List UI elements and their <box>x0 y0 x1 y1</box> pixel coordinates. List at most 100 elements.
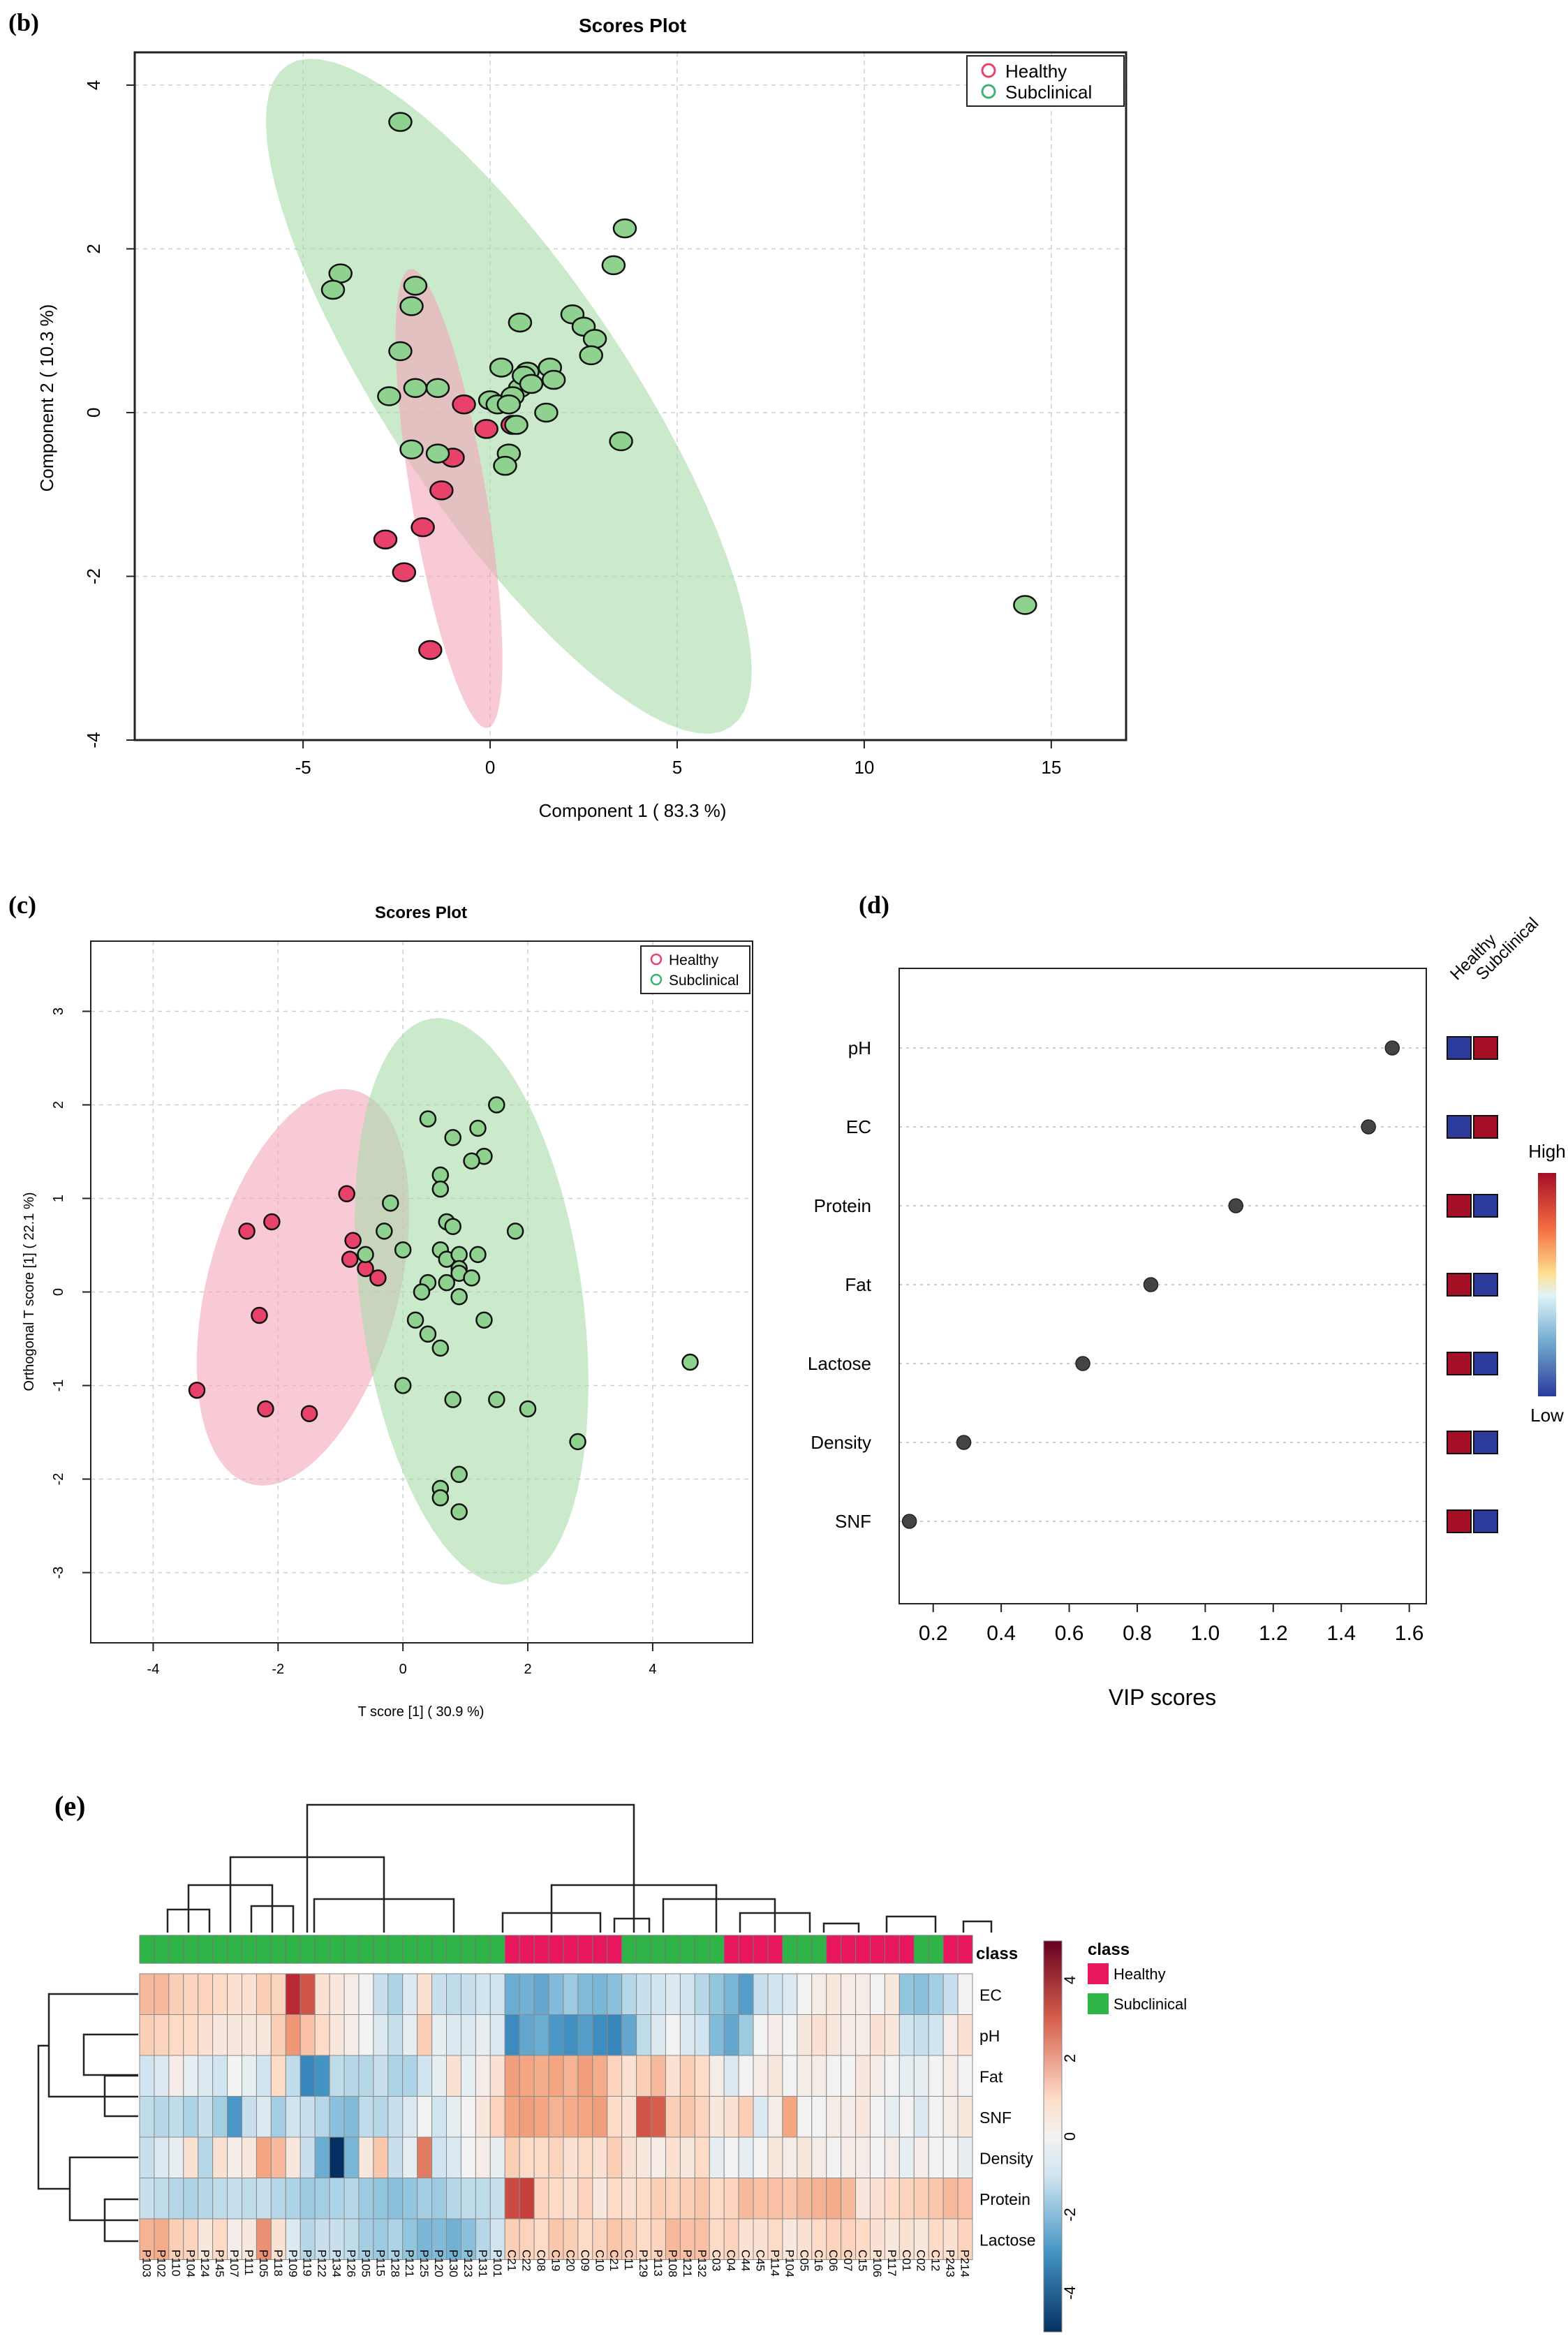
class-cell <box>475 1935 491 1964</box>
heatmap-cell <box>869 2014 885 2056</box>
vip-box-ec-healthy <box>1447 1115 1472 1139</box>
class-cell <box>183 1935 199 1964</box>
point-subclinical-b <box>504 415 528 435</box>
heatmap-cell <box>855 2136 871 2178</box>
column-label: P122 <box>316 2250 329 2277</box>
heatmap-cell <box>869 2096 885 2138</box>
heatmap-cell <box>738 2136 754 2178</box>
heatmap-cell <box>446 2096 461 2138</box>
heatmap-cell <box>270 2096 286 2138</box>
column-label: C10 <box>593 2250 606 2271</box>
heatmap-cell <box>767 2096 783 2138</box>
class-legend-subclinical-swatch <box>1088 1993 1109 2014</box>
heatmap-cell <box>709 2136 725 2178</box>
heatmap-cell <box>387 2055 404 2097</box>
heatmap-cell <box>563 2014 579 2056</box>
chart-c-legend: Healthy Subclinical <box>640 945 750 994</box>
heatmap-cell <box>256 2136 272 2178</box>
heatmap-cell <box>299 1973 316 2015</box>
point-subclinical-c <box>681 1353 699 1371</box>
chart-b-legend: Healthy Subclinical <box>966 55 1125 107</box>
heatmap-cell <box>489 2014 505 2056</box>
heatmap-cell <box>855 2014 871 2056</box>
heatmap-cell <box>651 2178 666 2220</box>
heatmap-cell <box>183 2014 199 2056</box>
heatmap-cell <box>387 1973 404 2015</box>
point-subclinical-c <box>431 1489 450 1507</box>
heatmap-cell <box>826 2178 842 2220</box>
heatmap-cell <box>168 2096 184 2138</box>
heatmap-cell <box>738 2055 754 2097</box>
point-subclinical-c <box>569 1433 586 1451</box>
point-subclinical-b <box>399 439 424 459</box>
heatmap-cell <box>227 2096 243 2138</box>
heatmap-cell <box>533 1973 549 2015</box>
column-label: P128 <box>388 2250 401 2277</box>
point-subclinical-b <box>612 218 637 239</box>
heatmap-cell <box>913 2014 929 2056</box>
heatmap-cell <box>621 2055 637 2097</box>
heatmap-cell <box>227 2136 243 2178</box>
heatmap-cell <box>621 2136 637 2178</box>
class-cell <box>767 1935 783 1964</box>
heatmap-cell <box>299 2136 316 2178</box>
chart-c-title: Scores Plot <box>375 903 467 922</box>
heatmap-cell <box>139 2178 155 2220</box>
class-cell <box>270 1935 286 1964</box>
heatmap-cell <box>242 2136 257 2178</box>
point-subclinical-c <box>444 1129 461 1146</box>
column-label: P119 <box>301 2250 314 2276</box>
vip-tick-label: 0.2 <box>919 1622 948 1645</box>
column-label: P132 <box>695 2250 709 2277</box>
heatmap-cell <box>694 2178 710 2220</box>
vip-box-snf-healthy <box>1447 1509 1472 1533</box>
scores-plot-c: Scores Plot -4 -2 0 2 4 -3 -2 -1 0 1 2 3 T score [1… <box>22 903 753 1720</box>
chart-d-xlabel: VIP scores <box>1109 1685 1216 1710</box>
heatmap-cell <box>928 2014 944 2056</box>
heatmap-cell <box>811 2136 827 2178</box>
heatmap-cell <box>504 2178 520 2220</box>
heatmap-cell <box>154 2096 170 2138</box>
point-subclinical-b <box>493 455 517 476</box>
heatmap-cell <box>811 2178 827 2220</box>
point-subclinical-c <box>382 1194 399 1212</box>
heatmap-cell <box>548 1973 564 2015</box>
point-subclinical-c <box>413 1283 431 1301</box>
heatmap-cell <box>548 2096 564 2138</box>
heatmap-cell <box>841 2014 857 2056</box>
chart-b-title: Scores Plot <box>579 15 686 36</box>
heatmap-cell <box>782 2096 798 2138</box>
point-healthy-c <box>188 1381 206 1399</box>
column-label: P214 <box>959 2250 972 2277</box>
heatmap-cell <box>826 2055 842 2097</box>
tick-label-x-c: 2 <box>524 1662 531 1677</box>
vip-category-ph: pH <box>848 1037 871 1058</box>
point-subclinical-c <box>419 1110 437 1128</box>
column-label: P243 <box>944 2250 957 2277</box>
class-cell <box>504 1935 520 1964</box>
class-cell <box>869 1935 885 1964</box>
heatmap-cell <box>460 2055 476 2097</box>
heatmap-cell <box>183 2136 199 2178</box>
legend-b-subclinical-marker <box>981 84 996 99</box>
scores-plot-b: Scores Plot -5 0 5 10 15 -4 -2 0 2 4 Component 1 … <box>36 15 1127 821</box>
column-label: P105 <box>359 2250 372 2277</box>
heatmap-cell <box>475 2178 491 2220</box>
heatmap-cell <box>139 2136 155 2178</box>
point-healthy-c <box>344 1232 362 1250</box>
heatmap-cell <box>446 2178 461 2220</box>
heatmap-cell <box>358 2178 374 2220</box>
heatmap-cell <box>709 2055 725 2097</box>
column-label: C20 <box>563 2250 577 2271</box>
row-dendrogram <box>37 1993 138 2243</box>
vip-box-fat-subclinical <box>1473 1273 1498 1297</box>
heatmap-cell <box>797 1973 813 2015</box>
column-label: C03 <box>710 2250 723 2271</box>
legend-b-healthy: Healthy <box>1005 61 1067 82</box>
row-label-ec: EC <box>979 1986 1002 2004</box>
heatmap-cell <box>489 2136 505 2178</box>
panel-label-d: (d) <box>859 891 889 919</box>
vip-box-protein-healthy <box>1447 1194 1472 1218</box>
heatmap-cell <box>242 1973 257 2015</box>
